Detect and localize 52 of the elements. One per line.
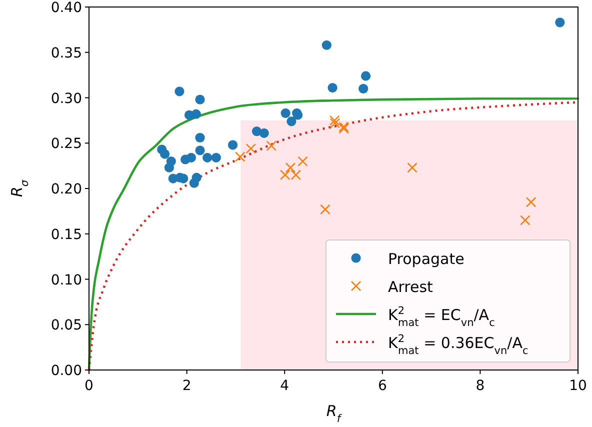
y-tick-label: 0.05 bbox=[50, 318, 82, 334]
y-tick-label: 0.10 bbox=[50, 272, 82, 288]
point bbox=[186, 152, 196, 162]
x-tick-label: 8 bbox=[476, 378, 485, 394]
y-tick-label: 0.35 bbox=[50, 45, 82, 62]
point bbox=[329, 115, 340, 126]
y-tick-label: 0.20 bbox=[50, 182, 82, 198]
point bbox=[286, 116, 296, 126]
point bbox=[360, 71, 371, 81]
point bbox=[174, 86, 184, 96]
point bbox=[192, 172, 202, 182]
legend-label: K$^{2}$$_{mat}$ = 0.36EC$_{vn}$/A$_{c}$ bbox=[388, 333, 528, 357]
point bbox=[407, 162, 418, 173]
point bbox=[322, 40, 332, 50]
x-tick-label: 10 bbox=[569, 378, 587, 394]
point bbox=[195, 146, 205, 156]
y-tick-label: 0.30 bbox=[50, 90, 82, 107]
point bbox=[285, 162, 296, 173]
point bbox=[195, 132, 205, 142]
point bbox=[259, 128, 269, 138]
point bbox=[234, 152, 246, 162]
point bbox=[330, 118, 340, 128]
x-tick-label: 0 bbox=[84, 378, 94, 394]
legend-label: Arrest bbox=[388, 278, 434, 296]
x-tick-label: 4 bbox=[280, 378, 290, 394]
legend-label: Propagate bbox=[388, 250, 464, 268]
point bbox=[191, 109, 201, 119]
point bbox=[195, 94, 205, 104]
point bbox=[526, 196, 536, 208]
point bbox=[228, 140, 238, 150]
point bbox=[178, 174, 188, 184]
x-tick-label: 6 bbox=[378, 378, 387, 394]
point bbox=[202, 152, 212, 162]
y-tick-label: 0.25 bbox=[50, 136, 82, 152]
legend-label: K$^{2}$$_{mat}$ = EC$_{vn}$/A$_{c}$ bbox=[388, 305, 496, 329]
point bbox=[555, 18, 565, 28]
y-tick-label: 0.15 bbox=[50, 226, 82, 243]
x-tick-label: 2 bbox=[182, 378, 192, 394]
point bbox=[266, 140, 277, 151]
point bbox=[328, 82, 338, 93]
point bbox=[298, 156, 308, 166]
point bbox=[320, 204, 330, 215]
point bbox=[520, 215, 530, 226]
point bbox=[358, 84, 368, 94]
y-tick-label: 0.40 bbox=[50, 0, 82, 16]
point bbox=[166, 156, 176, 166]
x-axis-title: R$_{f}$ bbox=[326, 402, 343, 425]
point bbox=[280, 108, 290, 118]
point bbox=[160, 149, 170, 159]
y-tick-label: 0.00 bbox=[50, 363, 82, 379]
point bbox=[246, 143, 256, 154]
point bbox=[211, 152, 221, 162]
